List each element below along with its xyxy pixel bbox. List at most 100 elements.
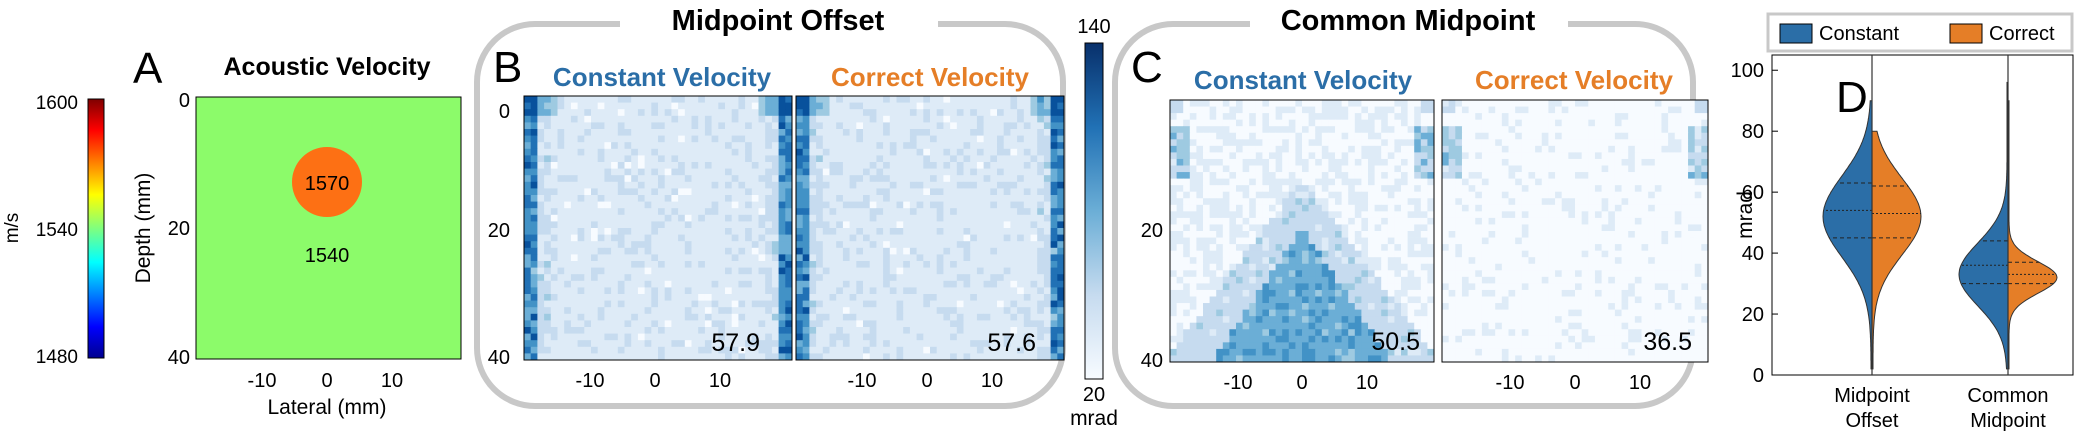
panel-b-left-pixel bbox=[631, 96, 639, 103]
panel-b-right-pixel bbox=[943, 254, 951, 262]
panel-b-left-pixel bbox=[644, 280, 652, 288]
panel-b-right-pixel bbox=[863, 346, 871, 354]
panel-b-right-pixel bbox=[943, 327, 951, 334]
panel-b-right-pixel bbox=[876, 247, 884, 255]
panel-b-right-pixel bbox=[863, 175, 871, 183]
panel-c-left-pixel bbox=[1282, 126, 1290, 134]
panel-b-left-pixel bbox=[698, 102, 706, 110]
panel-c-left-pixel bbox=[1242, 244, 1250, 252]
panel-c-left-pixel bbox=[1387, 335, 1395, 343]
panel-b-left-pixel bbox=[631, 346, 639, 354]
panel-c-left-pixel bbox=[1381, 100, 1389, 107]
panel-b-right-pixel bbox=[1057, 175, 1065, 183]
panel-b-right-pixel bbox=[963, 320, 971, 328]
panel-b-left-pixel bbox=[745, 195, 753, 202]
panel-b-right-pixel bbox=[1003, 208, 1011, 216]
panel-b-right-pixel bbox=[983, 274, 991, 282]
panel-c-left-pixel bbox=[1361, 283, 1369, 291]
panel-b-left-pixel bbox=[530, 267, 538, 275]
panel-c-left-pixel bbox=[1196, 270, 1204, 278]
panel-b-right-pixel bbox=[943, 247, 951, 255]
panel-c-left-pixel bbox=[1321, 158, 1329, 166]
panel-c-left-pixel bbox=[1394, 165, 1402, 173]
panel-b-left-pixel bbox=[617, 188, 625, 196]
panel-b-left-pixel bbox=[698, 307, 706, 315]
panel-b-right-pixel bbox=[849, 181, 857, 189]
panel-b-left-pixel bbox=[604, 214, 612, 222]
panel-b-left-pixel bbox=[611, 208, 619, 216]
panel-c-left-pixel bbox=[1328, 152, 1336, 160]
panel-b-left-pixel bbox=[658, 115, 666, 123]
panel-b-left-pixel bbox=[758, 327, 766, 334]
panel-c-left-pixel bbox=[1420, 316, 1428, 324]
panel-b-left-pixel bbox=[591, 214, 599, 222]
panel-b-right-pixel bbox=[903, 115, 911, 123]
panel-b-right-pixel bbox=[802, 155, 810, 163]
panel-b-right-pixel bbox=[1043, 129, 1051, 136]
panel-b-right-pixel bbox=[1010, 280, 1018, 288]
panel-b-right-pixel bbox=[802, 221, 810, 229]
panel-c-left-pixel bbox=[1203, 224, 1210, 232]
panel-b-left-pixel bbox=[631, 175, 639, 183]
panel-c-left-pixel bbox=[1295, 139, 1303, 147]
panel-c-left-pixel bbox=[1196, 342, 1204, 350]
panel-c-left-pixel bbox=[1348, 204, 1356, 212]
panel-c-left-pixel bbox=[1288, 126, 1296, 134]
panel-b-right-pixel bbox=[970, 109, 978, 117]
panel-b-right-pixel bbox=[1050, 247, 1058, 255]
panel-b-left-pixel bbox=[644, 148, 652, 156]
panel-b-right-pixel bbox=[1017, 221, 1025, 229]
panel-b-right-pixel bbox=[943, 320, 951, 328]
panel-c-left-pixel bbox=[1427, 296, 1435, 304]
panel-b-left-pixel bbox=[637, 241, 645, 249]
panel-b-left-pixel bbox=[751, 327, 759, 334]
panel-b-left-pixel bbox=[678, 307, 686, 315]
panel-b-right-pixel bbox=[1030, 109, 1038, 117]
panel-b-right-pixel bbox=[849, 142, 857, 150]
panel-c-left-pixel bbox=[1381, 296, 1389, 304]
panel-b-left-pixel bbox=[631, 129, 639, 136]
panel-c-left-pixel bbox=[1236, 309, 1243, 317]
panel-b-right-pixel bbox=[1010, 96, 1018, 103]
panel-c-left-pixel bbox=[1275, 276, 1283, 284]
panel-b-left-pixel bbox=[644, 129, 652, 136]
panel-b-right-pixel bbox=[916, 162, 924, 169]
panel-b-left-pixel bbox=[698, 155, 706, 163]
panel-c-left-pixel bbox=[1374, 289, 1382, 297]
panel-b-left-pixel bbox=[725, 129, 733, 136]
panel-b-left-pixel bbox=[664, 228, 672, 235]
panel-b-left-pixel bbox=[725, 307, 733, 315]
panel-b-right-pixel bbox=[889, 214, 897, 222]
panel-b-right-pixel bbox=[896, 247, 904, 255]
panel-c-left-pixel bbox=[1348, 355, 1356, 363]
panel-b-left-pixel bbox=[544, 148, 552, 156]
panel-b-left-pixel bbox=[658, 155, 666, 163]
panel-b-right-pixel bbox=[836, 333, 844, 341]
panel-b-left-pixel bbox=[651, 333, 659, 341]
panel-b-right-pixel bbox=[822, 353, 830, 361]
panel-b-left-pixel bbox=[664, 307, 672, 315]
panel-b-left-pixel bbox=[637, 155, 645, 163]
panel-c-left-pixel bbox=[1275, 106, 1283, 114]
panel-c-left-pixel bbox=[1387, 172, 1395, 179]
panel-b-left-pixel bbox=[544, 96, 552, 103]
panel-c-left-pixel bbox=[1189, 126, 1197, 134]
panel-c-left-pixel bbox=[1176, 276, 1184, 284]
panel-c-left-pixel bbox=[1381, 152, 1389, 160]
panel-c-left-pixel bbox=[1394, 322, 1402, 330]
panel-b-right-pixel bbox=[863, 168, 871, 176]
panel-b-left-pixel bbox=[570, 261, 578, 268]
panel-b-right-pixel bbox=[869, 261, 877, 268]
panel-b-right-pixel bbox=[796, 168, 804, 176]
panel-c-left-pixel bbox=[1288, 270, 1296, 278]
panel-b-left-pixel bbox=[637, 181, 645, 189]
panel-c-left-pixel bbox=[1387, 237, 1395, 245]
panel-b-right-pixel bbox=[956, 280, 964, 288]
panel-b-right-pixel bbox=[816, 234, 824, 242]
panel-c-right-pixel bbox=[1528, 106, 1536, 114]
panel-b-left-pixel bbox=[530, 142, 538, 150]
panel-b-left-pixel bbox=[644, 155, 652, 163]
panel-c-left-pixel bbox=[1262, 119, 1270, 127]
panel-b-right-pixel bbox=[930, 221, 938, 229]
panel-b-left-pixel bbox=[771, 168, 779, 176]
